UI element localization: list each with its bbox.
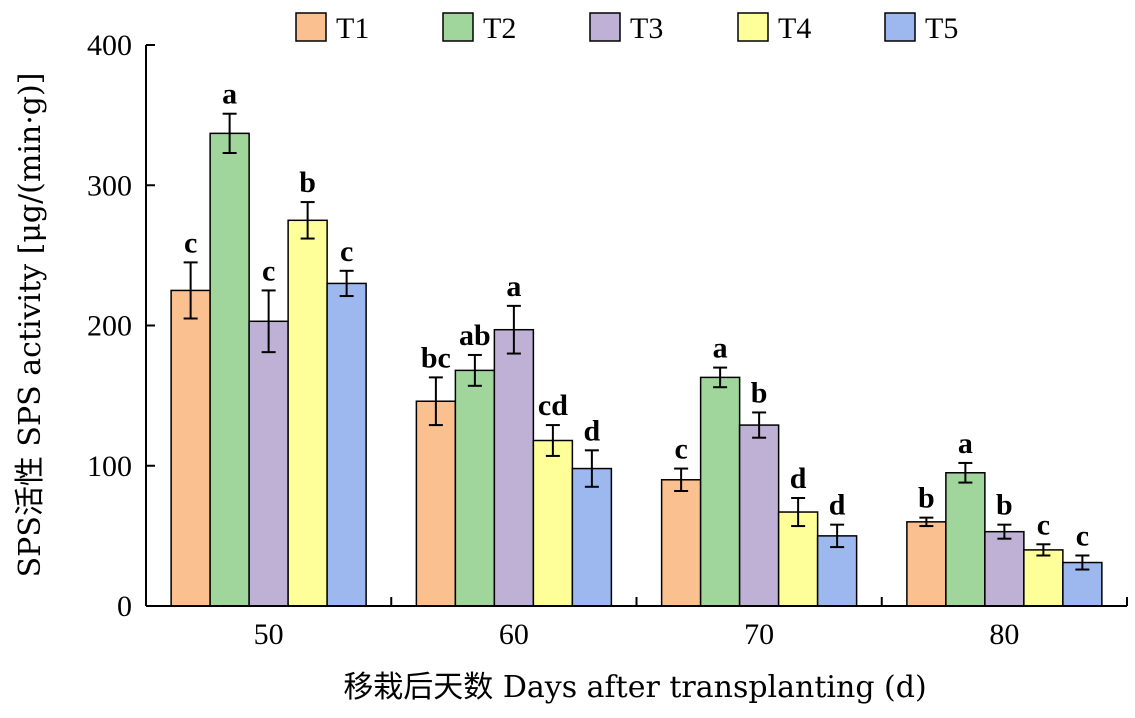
bar-t3-60 xyxy=(493,328,535,607)
sig-label-t1-70: c xyxy=(674,433,687,466)
error-bar-t2-80 xyxy=(958,461,973,484)
bar-t1-70 xyxy=(660,479,702,607)
error-bar-t4-80 xyxy=(1036,543,1051,557)
sig-label-t1-60: bc xyxy=(421,341,451,374)
sig-label-t5-70: d xyxy=(829,489,846,522)
legend-swatch-t3 xyxy=(589,12,621,42)
legend-swatch-t4 xyxy=(737,12,769,42)
sig-label-t5-50: c xyxy=(340,235,353,268)
error-bar-t3-50 xyxy=(261,289,276,354)
bar-t3-50 xyxy=(248,320,289,607)
bar-t4-50 xyxy=(287,219,328,607)
error-bar-t5-60 xyxy=(584,449,599,488)
legend-label-t2: T2 xyxy=(483,12,516,45)
legend-swatch-t1 xyxy=(295,12,327,42)
sig-label-t5-80: c xyxy=(1076,520,1089,553)
bar-t4-60 xyxy=(532,439,574,607)
legend-swatch-t2 xyxy=(442,12,474,42)
sig-label-t2-80: a xyxy=(958,427,973,460)
sig-label-t5-60: d xyxy=(584,414,601,447)
y-tick-label: 400 xyxy=(87,29,132,62)
y-tick-label: 300 xyxy=(87,169,132,202)
legend: T1 T2 T3 T4 T5 xyxy=(295,12,958,45)
x-tick-label: 50 xyxy=(254,618,284,651)
x-tick-label: 80 xyxy=(989,618,1019,651)
sig-label-t4-60: cd xyxy=(538,389,568,422)
error-bar-t4-50 xyxy=(300,201,315,240)
bar-t1-50 xyxy=(170,289,211,607)
bar-t5-60 xyxy=(571,467,613,607)
error-bar-t4-70 xyxy=(791,497,806,528)
axes: 0 100 200 300 400 50 60 70 80 xyxy=(87,29,1128,651)
bar-t2-50 xyxy=(209,132,250,607)
sig-label-t1-80: b xyxy=(918,482,935,515)
legend-label-t4: T4 xyxy=(778,12,811,45)
error-bar-t3-60 xyxy=(506,304,521,355)
error-bar-t2-70 xyxy=(713,366,728,389)
error-bar-t3-80 xyxy=(997,523,1012,540)
error-bar-t2-50 xyxy=(222,112,237,154)
legend-item-t1: T1 xyxy=(295,12,369,45)
legend-item-t3: T3 xyxy=(589,12,663,45)
bar-t1-60 xyxy=(415,400,457,607)
bar-t3-70 xyxy=(738,424,780,607)
error-bars xyxy=(183,112,1090,571)
sig-label-t4-50: b xyxy=(299,166,316,199)
legend-label-t3: T3 xyxy=(630,12,663,45)
x-axis-title: 移栽后天数 Days after transplanting (d) xyxy=(343,670,926,705)
x-tick-label: 70 xyxy=(744,618,774,651)
sig-label-t3-60: a xyxy=(506,270,521,303)
bar-t1-80 xyxy=(906,521,947,607)
bar-t2-70 xyxy=(699,376,741,607)
legend-item-t5: T5 xyxy=(884,12,958,45)
y-tick-label: 100 xyxy=(87,450,132,483)
sig-label-t2-60: ab xyxy=(459,319,491,352)
sig-label-t1-50: c xyxy=(184,226,197,259)
sig-label-t3-70: b xyxy=(751,376,768,409)
sig-label-t3-80: b xyxy=(996,489,1013,522)
sig-label-t2-50: a xyxy=(222,78,237,111)
error-bar-t2-60 xyxy=(467,353,482,387)
bar-t4-70 xyxy=(777,511,819,607)
error-bar-t5-50 xyxy=(339,269,354,298)
error-bar-t1-80 xyxy=(919,516,934,528)
legend-item-t2: T2 xyxy=(442,12,516,45)
legend-label-t1: T1 xyxy=(336,12,369,45)
y-tick-label: 0 xyxy=(117,590,132,623)
bar-t2-60 xyxy=(454,369,496,607)
error-bar-t4-60 xyxy=(545,424,560,457)
error-bar-t1-50 xyxy=(183,261,198,320)
error-bar-t5-70 xyxy=(830,523,845,549)
y-axis-title: SPS活性 SPS activity [μg/(min·g)] xyxy=(13,73,48,578)
sig-label-t3-50: c xyxy=(262,254,275,287)
sig-label-t4-70: d xyxy=(790,462,807,495)
error-bar-t5-80 xyxy=(1075,554,1090,571)
legend-swatch-t5 xyxy=(884,12,916,42)
legend-item-t4: T4 xyxy=(737,12,811,45)
sig-label-t2-70: a xyxy=(713,332,728,365)
bars xyxy=(170,132,1103,607)
error-bar-t3-70 xyxy=(752,411,767,439)
error-bar-t1-60 xyxy=(428,376,443,427)
legend-label-t5: T5 xyxy=(925,12,958,45)
bar-t2-80 xyxy=(945,472,986,607)
y-tick-label: 200 xyxy=(87,310,132,343)
x-tick-label: 60 xyxy=(499,618,529,651)
bar-t4-80 xyxy=(1023,549,1064,607)
error-bar-t1-70 xyxy=(674,467,689,492)
bar-t3-80 xyxy=(984,530,1025,607)
sig-label-t4-80: c xyxy=(1037,508,1050,541)
bar-t5-50 xyxy=(326,282,367,607)
